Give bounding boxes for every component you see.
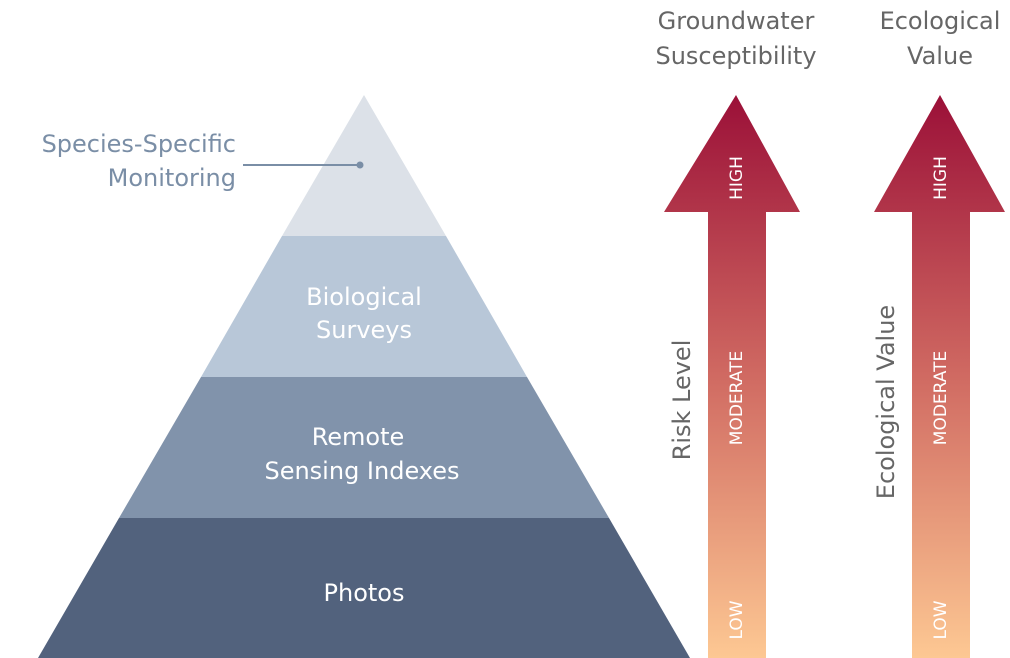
arrow-level: HIGH (727, 156, 747, 200)
arrow (664, 95, 800, 658)
level-label: Sensing Indexes (264, 457, 459, 485)
arrow (874, 95, 1005, 658)
arrow-level: MODERATE (727, 351, 747, 445)
level-label: Remote (312, 423, 405, 451)
arrow-level: HIGH (931, 156, 951, 200)
pyramid-level (201, 236, 527, 377)
axis-label: Ecological Value (872, 305, 900, 499)
arrow-title: Groundwater (658, 7, 815, 35)
level-label: Surveys (316, 316, 412, 344)
arrow-title: Ecological (880, 7, 1001, 35)
pyramid-level (38, 518, 690, 658)
arrow-level: MODERATE (931, 351, 951, 445)
pyramid-level (282, 95, 446, 236)
pyramid-level (119, 377, 609, 518)
level-label: Monitoring (108, 164, 236, 192)
callout-dot (356, 161, 364, 169)
arrow-title: Susceptibility (655, 42, 816, 70)
arrow-title: Value (907, 42, 973, 70)
level-label: Biological (306, 283, 422, 311)
level-label: Photos (324, 579, 405, 607)
arrow-level: LOW (931, 600, 951, 639)
level-label: Species-Specific (42, 130, 236, 158)
axis-label: Risk Level (668, 340, 696, 461)
arrow-level: LOW (727, 600, 747, 639)
